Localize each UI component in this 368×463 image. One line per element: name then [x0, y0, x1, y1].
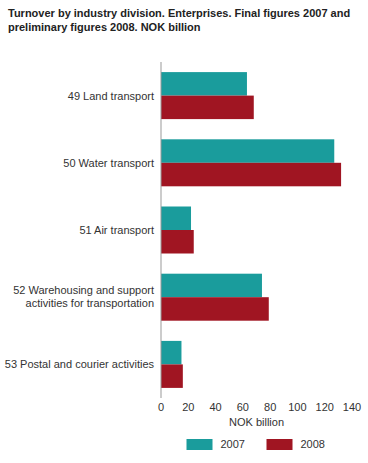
- tick-label: 140: [343, 401, 361, 413]
- bar: [161, 364, 183, 388]
- bar: [161, 230, 194, 254]
- tick-label: 20: [182, 401, 194, 413]
- legend-label: 2007: [221, 438, 245, 450]
- axis-line: [161, 62, 162, 398]
- bars: [161, 72, 341, 388]
- bar: [161, 207, 191, 231]
- tick-label: 100: [288, 401, 306, 413]
- chart: 0 20 40 60 80 100 120 140 NOK billion 2007 2008: [0, 0, 368, 463]
- bar: [161, 163, 341, 187]
- bar: [161, 96, 254, 120]
- category-label: 49 Land transport: [4, 89, 154, 102]
- bar: [161, 341, 181, 365]
- tick-label: 0: [158, 401, 164, 413]
- tick-label: 80: [264, 401, 276, 413]
- legend-swatch: [267, 439, 293, 450]
- category-label: 50 Water transport: [4, 156, 154, 169]
- category-label: 51 Air transport: [4, 224, 154, 237]
- bar: [161, 297, 269, 321]
- legend-label: 2008: [301, 438, 325, 450]
- tick-label: 60: [237, 401, 249, 413]
- bar: [161, 139, 334, 163]
- axis-title: NOK billion: [229, 416, 284, 428]
- bar: [161, 72, 247, 96]
- title: Turnover by industry division. Enterpris…: [8, 6, 360, 34]
- tick-label: 40: [209, 401, 221, 413]
- legend-swatch: [187, 439, 213, 450]
- category-label: 52 Warehousing and support activities fo…: [4, 284, 154, 310]
- bar: [161, 274, 262, 298]
- tick-label: 120: [316, 401, 334, 413]
- category-label: 53 Postal and courier activities: [4, 358, 154, 371]
